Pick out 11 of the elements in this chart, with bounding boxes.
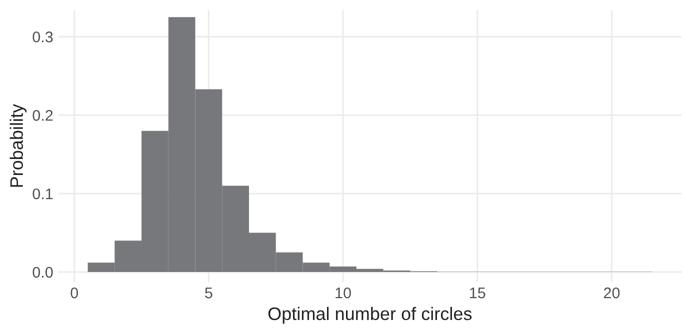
- x-tick-label: 5: [205, 288, 212, 298]
- x-tick-label: 10: [336, 287, 351, 298]
- x-tick-label: 0: [70, 287, 78, 298]
- y-tick-label: 0.3: [32, 32, 53, 42]
- y-tick-label: 0.2: [32, 110, 53, 121]
- x-tick-label: 15: [470, 288, 486, 298]
- x-axis-title: Optimal number of circles: [268, 306, 472, 324]
- y-tick-label: 0.1: [32, 188, 53, 200]
- x-tick-label: 20: [604, 287, 620, 298]
- y-tick-label: 0.0: [32, 266, 53, 278]
- y-axis-title: Probability: [10, 104, 27, 187]
